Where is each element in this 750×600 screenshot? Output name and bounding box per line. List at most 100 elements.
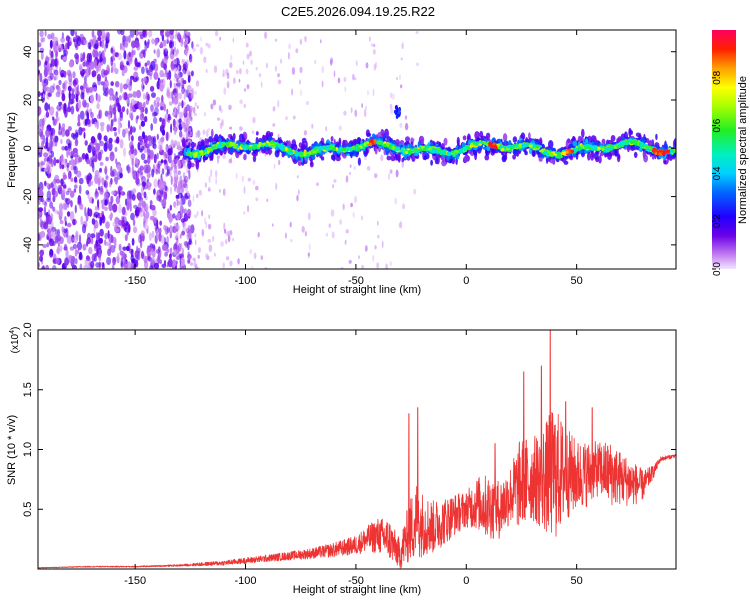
noise-speckle [40, 161, 45, 166]
noise-speckle [202, 129, 206, 135]
noise-speckle [129, 125, 133, 135]
noise-speckle [330, 57, 334, 64]
noise-speckle [190, 117, 193, 122]
noise-speckle [67, 85, 72, 92]
noise-speckle [51, 187, 56, 196]
band-core [645, 148, 651, 152]
noise-speckle [50, 213, 54, 222]
noise-speckle [185, 227, 191, 234]
band-core [450, 150, 455, 154]
noise-speckle [173, 59, 177, 63]
noise-speckle [314, 59, 317, 65]
noise-speckle [98, 110, 101, 119]
noise-speckle [226, 256, 230, 261]
noise-speckle [125, 35, 129, 43]
noise-speckle [192, 47, 196, 52]
noise-speckle [182, 34, 186, 40]
noise-speckle [340, 266, 344, 269]
noise-speckle [106, 140, 110, 149]
noise-speckle [110, 56, 113, 67]
noise-speckle [129, 30, 135, 38]
noise-speckle [90, 94, 94, 104]
noise-speckle [172, 111, 176, 117]
noise-speckle [141, 82, 145, 92]
noise-speckle [71, 264, 77, 269]
noise-speckle [185, 49, 188, 57]
noise-speckle [162, 151, 167, 156]
noise-speckle [61, 146, 65, 151]
noise-speckle [173, 176, 177, 180]
spectrogram-y-axis-label: Frequency (Hz) [6, 112, 18, 188]
noise-speckle [62, 82, 66, 90]
noise-speckle [196, 105, 199, 109]
noise-speckle [143, 159, 148, 164]
noise-speckle [265, 62, 268, 69]
noise-speckle [232, 37, 235, 43]
noise-speckle [105, 40, 109, 49]
noise-speckle [207, 239, 212, 243]
noise-speckle [78, 184, 82, 195]
noise-speckle [77, 249, 80, 255]
noise-speckle [77, 156, 83, 163]
band-body [263, 145, 269, 152]
noise-speckle [39, 30, 44, 38]
noise-speckle [64, 220, 68, 227]
noise-speckle [208, 214, 210, 219]
noise-speckle [185, 37, 189, 44]
noise-speckle [223, 87, 227, 95]
noise-speckle [235, 172, 238, 179]
noise-speckle [174, 260, 178, 266]
noise-speckle [273, 163, 276, 169]
noise-speckle [308, 242, 311, 251]
noise-speckle [173, 140, 178, 147]
noise-speckle [161, 168, 165, 175]
noise-speckle [180, 242, 183, 250]
noise-speckle [135, 170, 140, 178]
noise-speckle [187, 242, 190, 251]
noise-speckle [118, 203, 122, 214]
noise-speckle [178, 102, 182, 107]
noise-speckle [179, 38, 183, 44]
noise-speckle [170, 47, 174, 55]
noise-speckle [104, 206, 108, 211]
noise-speckle [178, 79, 181, 89]
noise-speckle [75, 95, 78, 101]
band-core [270, 140, 274, 145]
noise-speckle [345, 175, 349, 183]
noise-speckle [126, 98, 129, 104]
noise-speckle [108, 88, 114, 96]
noise-speckle [227, 234, 231, 243]
noise-speckle [172, 259, 176, 268]
noise-speckle [377, 234, 380, 239]
noise-speckle [88, 208, 93, 217]
noise-speckle [149, 85, 155, 92]
noise-speckle [179, 175, 183, 183]
noise-speckle [147, 154, 151, 165]
noise-speckle [104, 76, 108, 82]
band-core [431, 146, 436, 149]
noise-speckle [91, 180, 94, 186]
noise-speckle [389, 261, 393, 267]
noise-speckle [153, 71, 159, 81]
noise-speckle [174, 186, 177, 192]
band-core [189, 151, 193, 155]
noise-speckle [181, 37, 184, 45]
noise-speckle [205, 42, 209, 47]
noise-speckle [177, 159, 182, 170]
noise-speckle [83, 81, 88, 89]
band-body [389, 138, 393, 143]
noise-speckle [147, 93, 150, 102]
noise-speckle [74, 84, 77, 94]
band-core [591, 145, 596, 150]
noise-speckle [137, 102, 143, 110]
noise-speckle [55, 159, 60, 164]
noise-speckle [90, 260, 95, 269]
noise-speckle [97, 175, 102, 184]
band-core [391, 145, 396, 149]
noise-speckle [61, 127, 66, 137]
noise-speckle [79, 110, 85, 120]
noise-speckle [150, 104, 154, 112]
noise-speckle [228, 230, 232, 235]
noise-speckle [170, 175, 173, 186]
noise-speckle [219, 189, 221, 193]
